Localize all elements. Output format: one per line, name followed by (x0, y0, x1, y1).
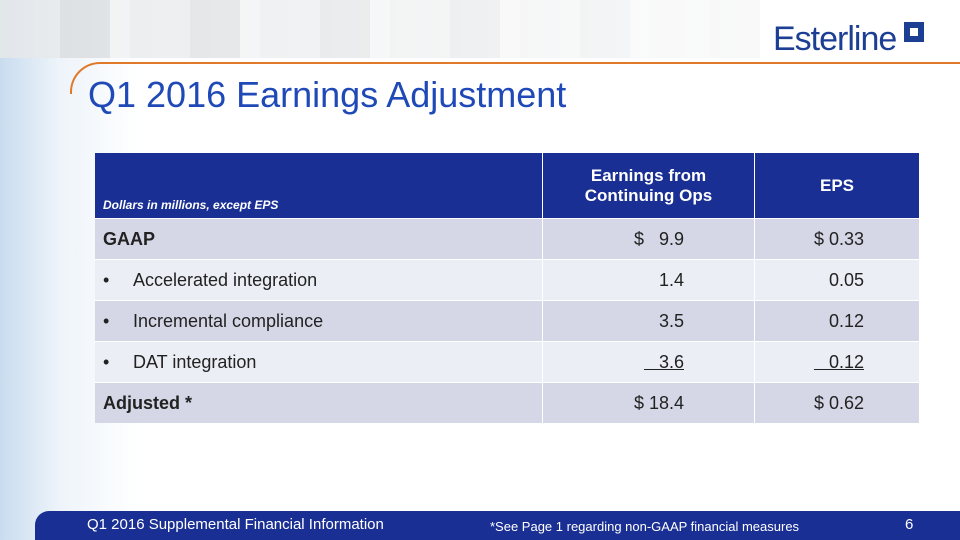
column-header: Dollars in millions, except EPS (95, 153, 543, 219)
page-number: 6 (905, 516, 914, 533)
cell-value: 0.12 (813, 351, 864, 372)
table-cell: 0.05 (754, 259, 920, 301)
cell-value: $ 0.33 (813, 228, 864, 249)
table-row: Incremental compliance 3.5 0.12 (95, 300, 920, 342)
table-cell: Incremental compliance (95, 300, 543, 342)
cell-value: 0.05 (828, 269, 864, 290)
cell-value: $ 0.62 (813, 392, 864, 413)
logo-mark (904, 22, 924, 42)
cell-value: 1.4 (658, 269, 684, 290)
table-cell: 0.12 (754, 300, 920, 342)
table-row: Adjusted * $ 18.4 $ 0.62 (95, 382, 920, 423)
row-label: Accelerated integration (103, 270, 317, 290)
table-cell: 0.12 (754, 341, 920, 383)
title: Q1 2016 Earnings Adjustment (88, 74, 567, 115)
row-label: Adjusted * (103, 392, 193, 413)
cell-value: 3.5 (658, 310, 684, 331)
table-cell: 3.5 (542, 300, 755, 342)
table-cell: $ 0.62 (754, 382, 920, 423)
table-cell: 3.6 (542, 341, 755, 383)
table-row: Accelerated integration 1.4 0.05 (95, 259, 920, 301)
table-row: DAT integration 3.6 0.12 (95, 341, 920, 383)
table-cell: GAAP (95, 218, 543, 260)
row-label: GAAP (103, 228, 156, 249)
table-cell: Accelerated integration (95, 259, 543, 301)
table-cell: $ 18.4 (542, 382, 755, 423)
cell-value: $ 18.4 (633, 392, 684, 413)
table-cell: DAT integration (95, 341, 543, 383)
logo: Esterline (773, 20, 897, 58)
footer: Q1 2016 Supplemental Financial Informati… (35, 511, 960, 540)
column-header: Earnings from Continuing Ops (542, 153, 755, 219)
column-header: EPS (754, 153, 920, 219)
cell-value: $ 9.9 (633, 228, 684, 249)
row-label: DAT integration (103, 352, 256, 372)
table-cell: $ 9.9 (542, 218, 755, 260)
footnote: *See Page 1 regarding non-GAAP financial… (490, 519, 800, 534)
photo-strip (0, 0, 760, 58)
cell-value: 0.12 (828, 310, 864, 331)
cell-value: 3.6 (643, 351, 684, 372)
table-cell: $ 0.33 (754, 218, 920, 260)
row-label: Incremental compliance (103, 311, 323, 331)
header-row: Dollars in millions, except EPS Earnings… (95, 153, 920, 219)
earnings-table: Dollars in millions, except EPS Earnings… (95, 153, 920, 423)
table-cell: 1.4 (542, 259, 755, 301)
table-cell: Adjusted * (95, 382, 543, 423)
table-row: GAAP $ 9.9 $ 0.33 (95, 218, 920, 260)
footer-text: Q1 2016 Supplemental Financial Informati… (87, 516, 384, 533)
